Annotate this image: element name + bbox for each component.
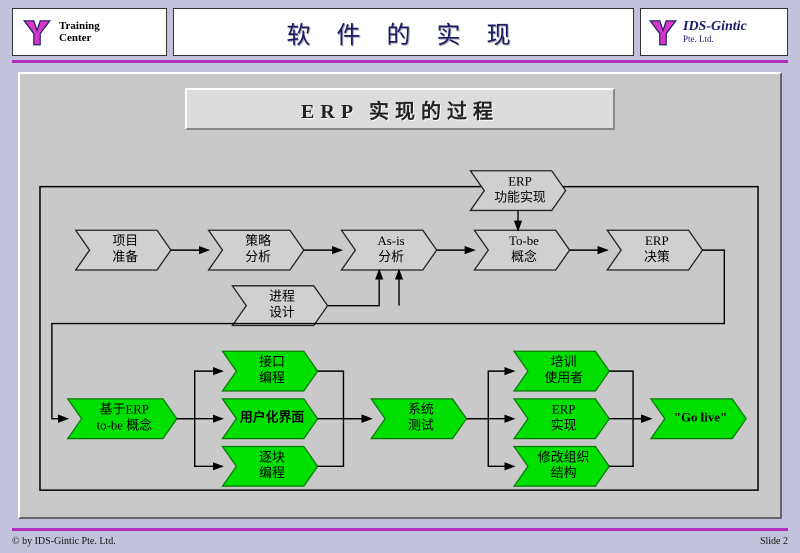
section-title: ERP 实现的过程 (185, 88, 615, 130)
svg-text:设计: 设计 (269, 306, 295, 320)
node-prep: 项目准备 (76, 230, 171, 270)
svg-text:修改组织: 修改组织 (538, 450, 590, 464)
node-erp_impl: ERP 实现 (514, 399, 609, 439)
svg-text:As-is: As-is (377, 234, 404, 248)
brand-sub: Pte. Ltd. (683, 34, 747, 44)
svg-text:ERP: ERP (508, 175, 532, 189)
svg-text:to-be 概念: to-be 概念 (97, 418, 153, 433)
svg-text:分析: 分析 (378, 250, 404, 264)
node-asis: As-is 分析 (341, 230, 436, 270)
svg-text:逐块: 逐块 (259, 450, 285, 464)
svg-text:用户化界面: 用户化界面 (239, 410, 305, 425)
svg-text:功能实现: 功能实现 (494, 191, 546, 205)
node-strategy: 策略分析 (209, 230, 304, 270)
svg-text:"Go live": "Go live" (674, 411, 727, 425)
svg-text:实现: 实现 (551, 419, 577, 433)
y-logo-icon (21, 16, 53, 48)
svg-text:使用者: 使用者 (544, 370, 583, 385)
footer-slide: Slide 2 (760, 536, 788, 547)
node-uiface: 用户化界面 (222, 399, 317, 439)
svg-text:接口: 接口 (259, 354, 285, 369)
ids-gintic-logo-box: IDS-Gintic Pte. Ltd. (640, 8, 788, 56)
svg-text:编程: 编程 (259, 466, 285, 480)
node-systest: 系统测试 (371, 399, 466, 439)
node-based: 基于ERPto-be 概念 (68, 399, 177, 439)
node-golive: "Go live" (651, 399, 746, 439)
logo-left-line1: Training (59, 20, 100, 32)
node-tobe: To-be概念 (474, 230, 569, 270)
training-center-logo-box: Training Center (12, 8, 167, 56)
svg-text:进程: 进程 (269, 290, 295, 304)
slide-title-box: 软 件 的 实 现 (173, 8, 634, 56)
svg-text:ERP: ERP (645, 234, 669, 248)
main-panel: ERP 实现的过程 ERP功能实现项目准备策略分析As-is分析To-be概念E… (18, 72, 782, 519)
svg-text:测试: 测试 (408, 419, 434, 433)
flowchart-svg: ERP功能实现项目准备策略分析As-is分析To-be概念ERP决策进程设计基于… (38, 152, 762, 499)
svg-text:基于ERP: 基于ERP (100, 403, 149, 417)
svg-text:编程: 编程 (259, 371, 285, 385)
brand-name: IDS-Gintic (683, 20, 747, 34)
node-orgmod: 修改组织结构 (514, 446, 609, 486)
svg-text:决策: 决策 (644, 249, 670, 264)
node-iface: 接口编程 (222, 351, 317, 391)
footer-copyright: © by IDS-Gintic Pte. Ltd. (12, 536, 116, 547)
svg-text:项目: 项目 (112, 234, 138, 248)
logo-left-line2: Center (59, 32, 100, 44)
flowchart-area: ERP功能实现项目准备策略分析As-is分析To-be概念ERP决策进程设计基于… (38, 152, 762, 499)
node-erp_func: ERP 功能实现 (470, 171, 565, 211)
svg-text:To-be: To-be (509, 234, 539, 248)
divider-top (12, 60, 788, 63)
svg-text:概念: 概念 (511, 249, 537, 264)
svg-text:策略: 策略 (245, 233, 271, 248)
node-blk: 逐块编程 (222, 446, 317, 486)
svg-text:结构: 结构 (551, 466, 577, 480)
y-logo-icon (647, 16, 679, 48)
slide-title: 软 件 的 实 现 (287, 15, 521, 50)
svg-text:ERP: ERP (552, 403, 576, 417)
svg-text:系统: 系统 (408, 403, 434, 417)
node-erp_dec: ERP决策 (607, 230, 702, 270)
node-train: 培训使用者 (514, 351, 609, 391)
node-proc_des: 进程设计 (232, 286, 327, 326)
divider-bottom (12, 528, 788, 531)
svg-text:分析: 分析 (245, 250, 271, 264)
svg-text:培训: 培训 (551, 354, 577, 369)
svg-text:准备: 准备 (112, 250, 138, 264)
